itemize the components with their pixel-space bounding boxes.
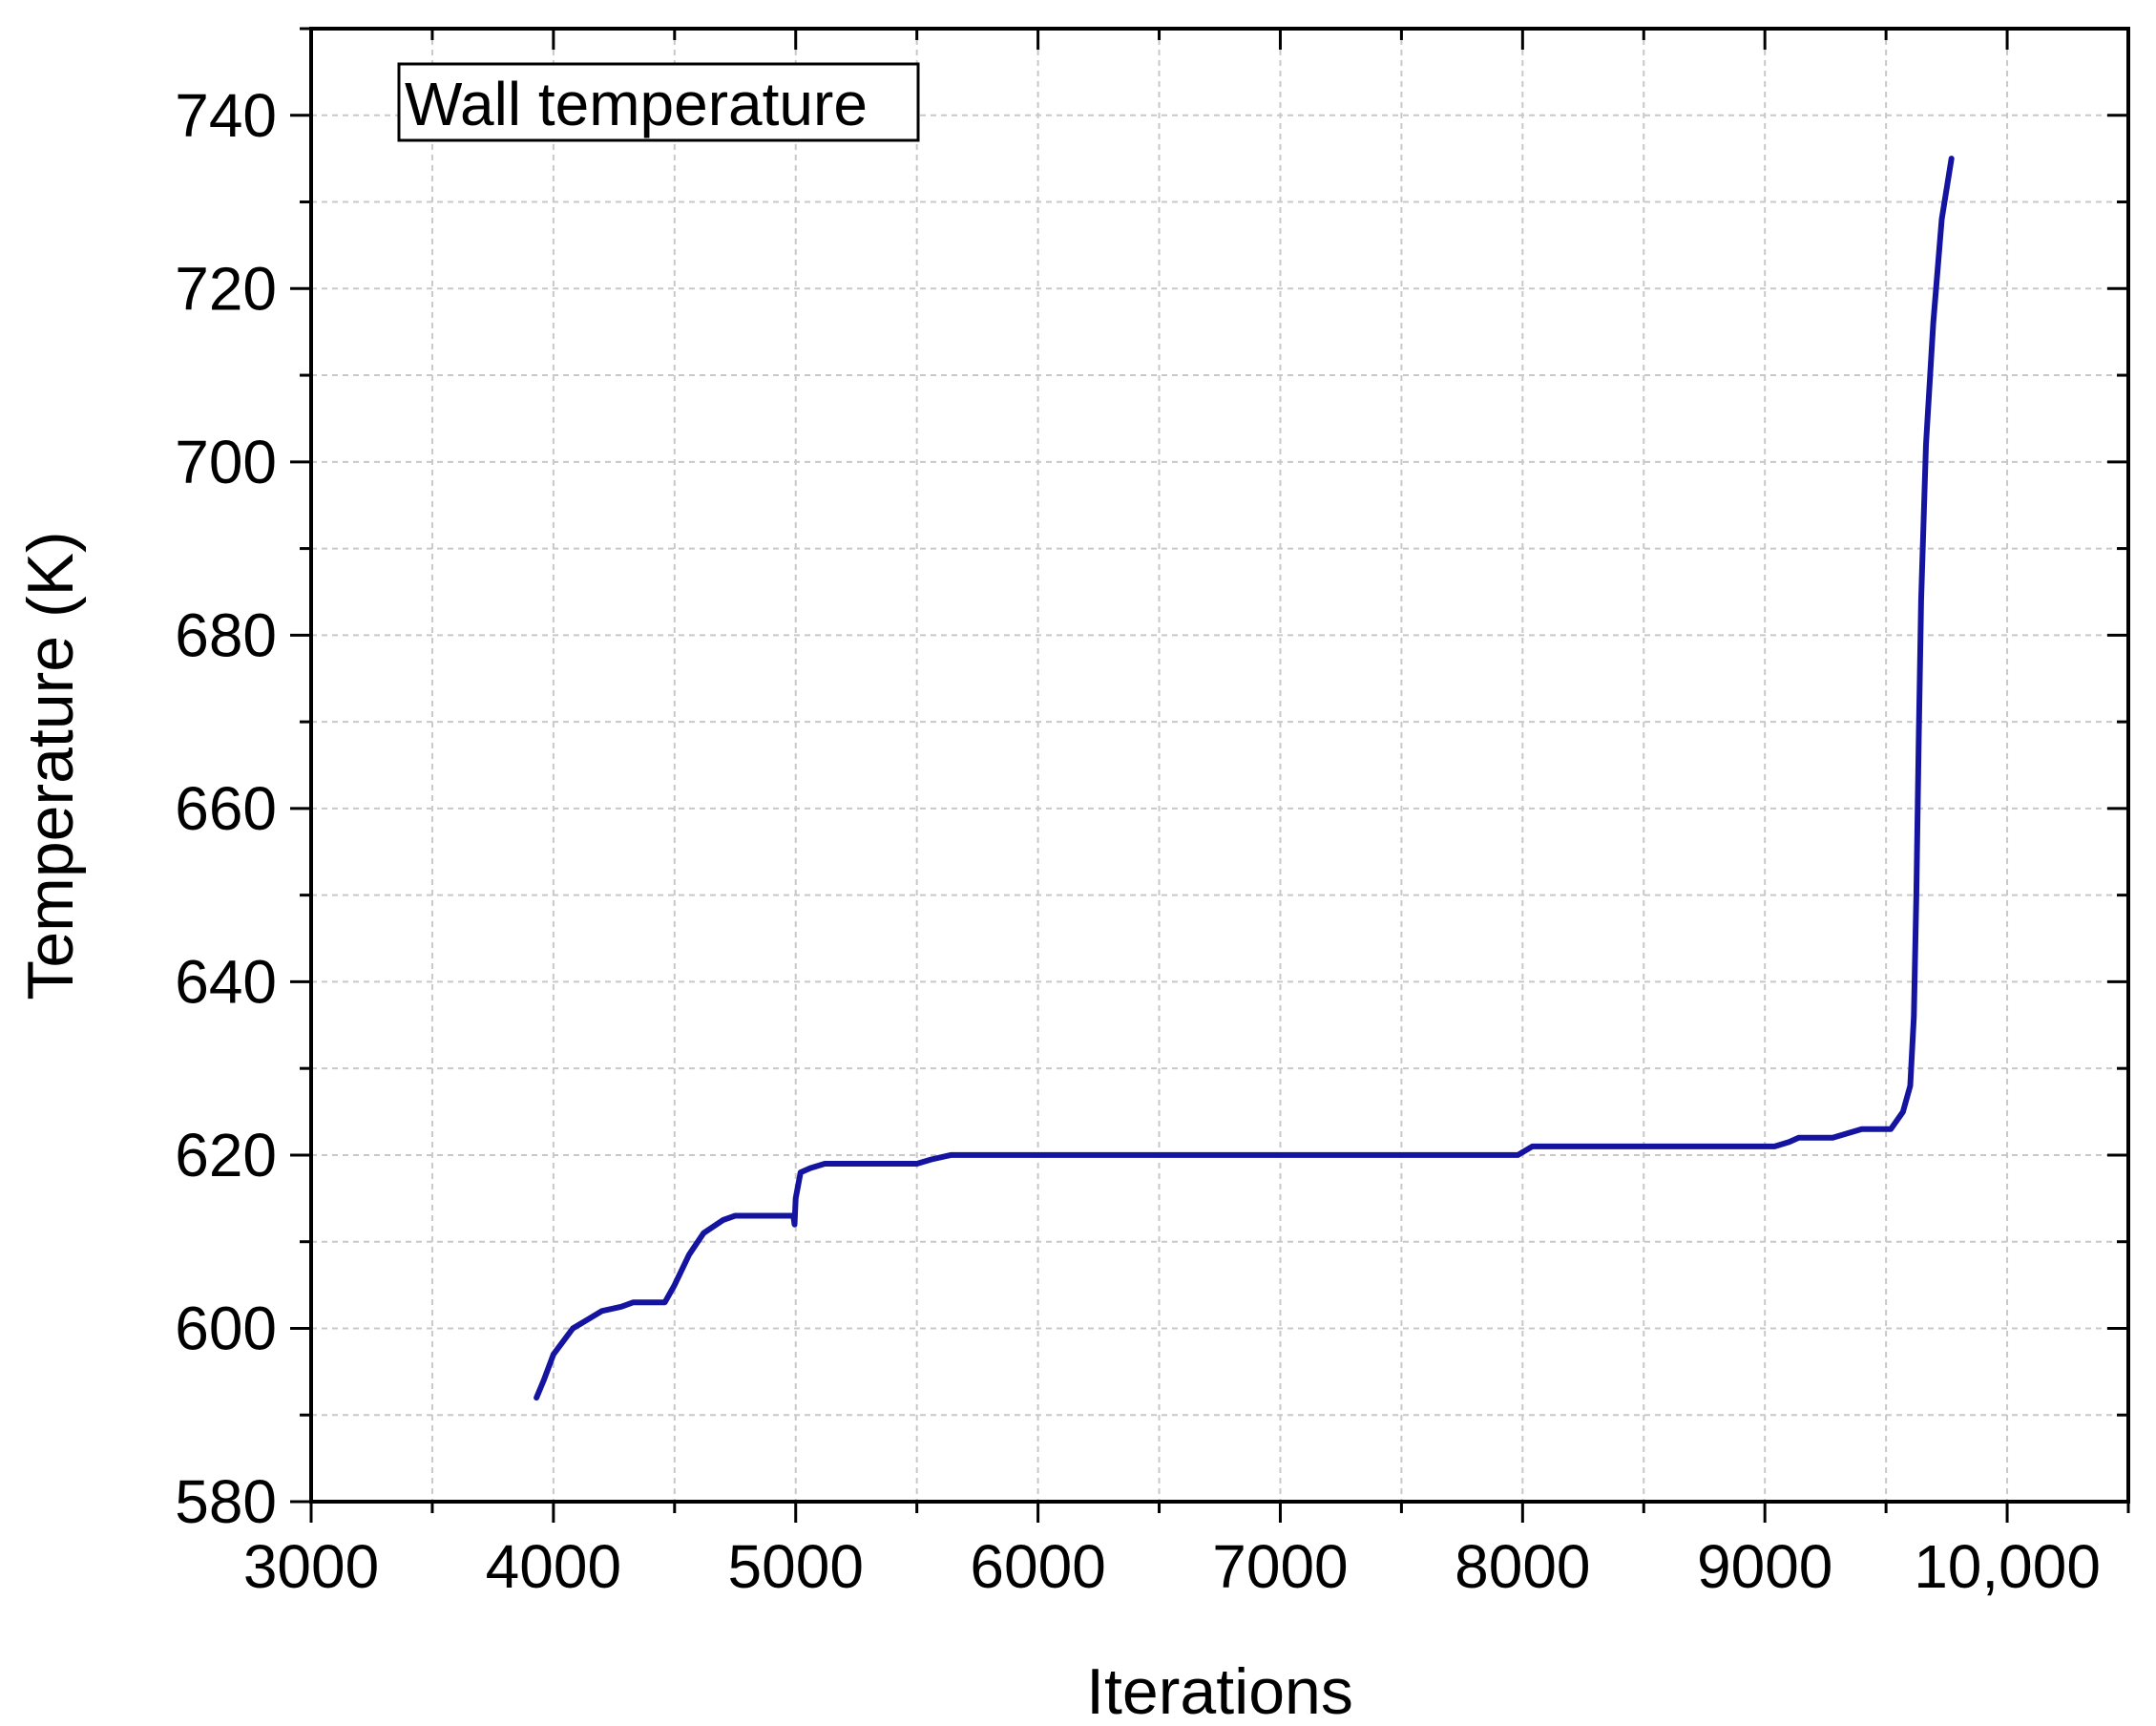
data-point xyxy=(824,1163,826,1165)
data-point xyxy=(1933,323,1935,325)
data-point xyxy=(1037,1154,1039,1156)
data-point xyxy=(734,1214,736,1216)
legend-label: Wall temperature xyxy=(405,70,868,138)
data-point xyxy=(1890,1128,1892,1130)
data-point xyxy=(1764,1146,1766,1147)
series-layer xyxy=(534,156,1955,1401)
data-point xyxy=(950,1154,952,1156)
y-tick-label: 700 xyxy=(175,428,277,496)
x-tick-label: 9000 xyxy=(1697,1532,1832,1601)
data-point xyxy=(1798,1137,1800,1139)
data-point xyxy=(1902,1111,1904,1113)
data-point xyxy=(1925,444,1927,446)
y-tick-labels: 580 600 620 640 660 680 700 720 740 xyxy=(175,81,277,1536)
data-point xyxy=(916,1163,918,1165)
legend-box xyxy=(397,62,920,142)
data-point xyxy=(1279,1154,1281,1156)
data-point xyxy=(1873,1128,1874,1130)
axis-ticks xyxy=(290,27,2130,1523)
x-tick-labels: 3000 4000 5000 6000 7000 8000 9000 10,000 xyxy=(243,1532,2101,1601)
x-tick-label: 4000 xyxy=(486,1532,621,1601)
data-point xyxy=(1917,738,1919,740)
data-point xyxy=(674,1284,676,1286)
data-point xyxy=(620,1306,622,1308)
data-point xyxy=(586,1318,588,1320)
x-tick-label: 3000 xyxy=(243,1532,379,1601)
x-tick-label: 6000 xyxy=(970,1532,1105,1601)
x-axis-title: Iterations xyxy=(1086,1655,1353,1726)
series-line-wall-temperature xyxy=(534,156,1955,1401)
data-point xyxy=(793,1224,795,1226)
data-point xyxy=(1861,1128,1863,1130)
y-tick-label: 740 xyxy=(175,81,277,150)
data-point xyxy=(792,1214,794,1216)
y-tick-label: 720 xyxy=(175,254,277,323)
data-point xyxy=(1913,1016,1915,1018)
data-point xyxy=(800,1171,802,1173)
x-tick-label: 8000 xyxy=(1455,1532,1590,1601)
y-axis-title: Temperature (K) xyxy=(14,531,87,1000)
x-tick-label: 5000 xyxy=(728,1532,864,1601)
data-point xyxy=(535,1397,537,1399)
plot-frame xyxy=(309,27,2130,1504)
data-point xyxy=(1832,1137,1833,1139)
data-point xyxy=(1425,1154,1427,1156)
legend: Wall temperature xyxy=(397,62,920,142)
data-point xyxy=(1951,158,1953,159)
data-point xyxy=(795,1197,797,1199)
data-point xyxy=(649,1301,651,1303)
data-point xyxy=(868,1163,869,1165)
data-point xyxy=(1920,600,1922,601)
y-tick-label: 660 xyxy=(175,774,277,843)
data-point xyxy=(633,1301,635,1303)
grid-lines xyxy=(311,29,2128,1502)
y-tick-label: 580 xyxy=(175,1467,277,1536)
series-points xyxy=(535,158,1953,1399)
data-point xyxy=(1789,1141,1790,1143)
y-tick-label: 600 xyxy=(175,1294,277,1362)
data-point xyxy=(543,1379,545,1381)
data-point xyxy=(1773,1146,1775,1147)
x-tick-label: 7000 xyxy=(1212,1532,1348,1601)
data-point xyxy=(759,1214,761,1216)
data-point xyxy=(722,1219,724,1221)
x-tick-label: 10,000 xyxy=(1914,1532,2101,1601)
data-point xyxy=(1910,1084,1912,1086)
data-point xyxy=(553,1354,555,1356)
data-point xyxy=(572,1327,574,1329)
data-point xyxy=(1531,1146,1533,1147)
data-point xyxy=(601,1310,603,1312)
data-point xyxy=(702,1232,704,1234)
y-tick-label: 680 xyxy=(175,600,277,669)
data-point xyxy=(688,1253,690,1255)
data-point xyxy=(1941,219,1943,221)
y-tick-label: 620 xyxy=(175,1121,277,1189)
y-tick-label: 640 xyxy=(175,947,277,1016)
data-point xyxy=(664,1301,666,1303)
data-point xyxy=(1643,1146,1644,1147)
